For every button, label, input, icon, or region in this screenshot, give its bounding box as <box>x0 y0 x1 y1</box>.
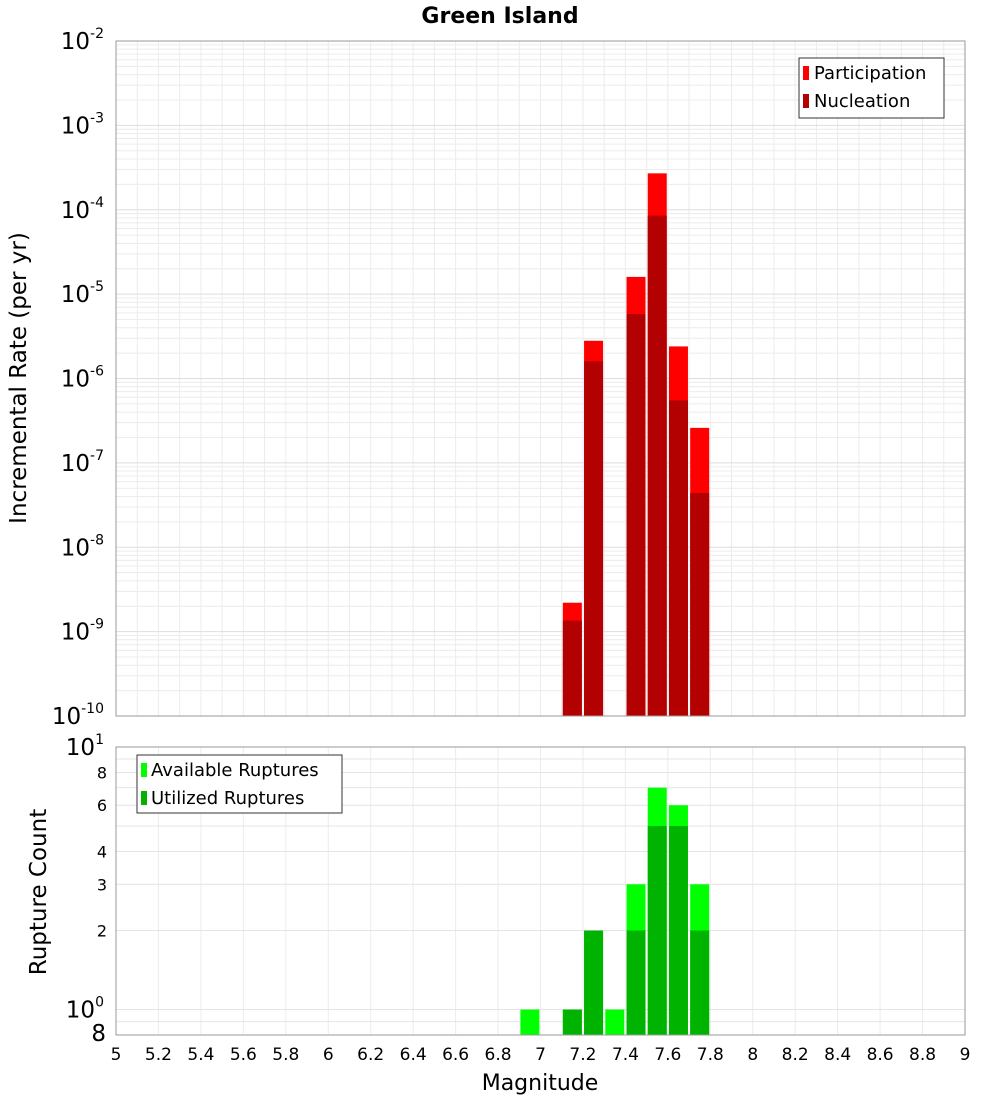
x-ticks: 5 5.2 5.4 5.6 5.8 6 6.2 6.4 6.6 6.8 7 7.2 7.4 7.6 7.8 8… <box>111 1045 971 1065</box>
available-bar <box>605 1009 625 1035</box>
top-y-tick-label: 10-5 <box>61 279 104 308</box>
x-tick-label: 8.4 <box>824 1045 851 1065</box>
utilized-bar <box>668 826 688 1035</box>
available-swatch <box>141 763 147 777</box>
x-tick-label: 5 <box>111 1045 122 1065</box>
x-tick-label: 8.2 <box>782 1045 809 1065</box>
bottom-grid <box>115 747 966 1035</box>
x-tick-label: 5.4 <box>187 1045 214 1065</box>
available-bar <box>520 1009 540 1035</box>
x-tick-label: 8 <box>747 1045 758 1065</box>
bottom-plot-frame <box>115 746 966 1036</box>
utilized-swatch <box>141 791 147 805</box>
x-tick-label: 7.2 <box>569 1045 596 1065</box>
top-legend: Participation Nucleation <box>798 57 945 119</box>
bottom-y-minor-tick-label: 8 <box>91 1021 106 1047</box>
top-y-axis-label: Incremental Rate (per yr) <box>6 232 32 524</box>
nucleation-bar <box>647 215 667 717</box>
x-tick-label: 5.2 <box>145 1045 172 1065</box>
bottom-bars <box>520 787 710 1035</box>
bottom-y-major-tick-label: 101 <box>66 732 104 761</box>
participation-swatch <box>803 66 809 80</box>
x-tick-label: 5.6 <box>230 1045 257 1065</box>
top-y-tick-label: 10-2 <box>61 26 104 55</box>
nucleation-bar <box>562 620 582 716</box>
bottom-legend-box <box>136 754 343 814</box>
bottom-y-axis-label: Rupture Count <box>26 809 52 975</box>
bottom-y-minor-tick-label: 8 <box>97 763 107 782</box>
x-tick-label: 8.8 <box>909 1045 936 1065</box>
top-y-tick-label: 10-6 <box>61 364 104 393</box>
top-y-tick-label: 10-10 <box>52 701 104 730</box>
nucleation-bar <box>690 492 710 716</box>
nucleation-legend-label: Nucleation <box>814 91 910 112</box>
x-tick-label: 8.6 <box>867 1045 894 1065</box>
bottom-y-major-tick-label: 100 <box>66 995 104 1024</box>
top-y-tick-label: 10-9 <box>61 617 104 646</box>
top-y-tick-label: 10-4 <box>61 195 104 224</box>
bottom-y-minor-tick-label: 2 <box>97 922 107 941</box>
top-y-ticks: 10-2 10-3 10-4 10-5 10-6 10-7 10-8 10-9 10-10 <box>52 26 104 730</box>
top-bars <box>562 173 710 717</box>
utilized-bar <box>626 930 646 1035</box>
bottom-legend: Available Ruptures Utilized Ruptures <box>136 754 343 814</box>
utilized-legend-label: Utilized Ruptures <box>151 788 304 809</box>
x-tick-label: 5.8 <box>272 1045 299 1065</box>
nucleation-bar <box>668 400 688 716</box>
top-y-tick-label: 10-3 <box>61 110 104 139</box>
x-tick-label: 7 <box>535 1045 546 1065</box>
x-tick-label: 6.2 <box>357 1045 384 1065</box>
x-tick-label: 7.4 <box>612 1045 639 1065</box>
x-tick-label: 6.8 <box>485 1045 512 1065</box>
x-tick-label: 6.6 <box>442 1045 469 1065</box>
top-legend-box <box>798 57 945 119</box>
x-tick-label: 6.4 <box>400 1045 427 1065</box>
x-tick-label: 7.8 <box>697 1045 724 1065</box>
utilized-bar <box>647 826 667 1035</box>
utilized-bar <box>584 930 604 1035</box>
x-tick-label: 9 <box>960 1045 971 1065</box>
bottom-y-minor-tick-label: 6 <box>97 796 107 815</box>
x-tick-label: 6 <box>323 1045 334 1065</box>
nucleation-bar <box>626 314 646 716</box>
available-legend-label: Available Ruptures <box>151 760 319 781</box>
top-y-tick-label: 10-7 <box>61 448 104 477</box>
x-tick-label: 7.6 <box>654 1045 681 1065</box>
top-y-tick-label: 10-8 <box>61 532 104 561</box>
x-axis-label: Magnitude <box>482 1071 599 1096</box>
participation-legend-label: Participation <box>814 63 926 84</box>
utilized-bar <box>690 930 710 1035</box>
top-grid <box>115 41 966 717</box>
nucleation-swatch <box>803 94 809 108</box>
bottom-y-minor-tick-label: 3 <box>97 875 107 894</box>
chart-title: Green Island <box>421 4 578 29</box>
utilized-bar <box>562 1009 582 1035</box>
bottom-y-minor-tick-label: 4 <box>97 842 107 861</box>
top-plot-frame <box>115 40 966 717</box>
nucleation-bar <box>584 361 604 716</box>
